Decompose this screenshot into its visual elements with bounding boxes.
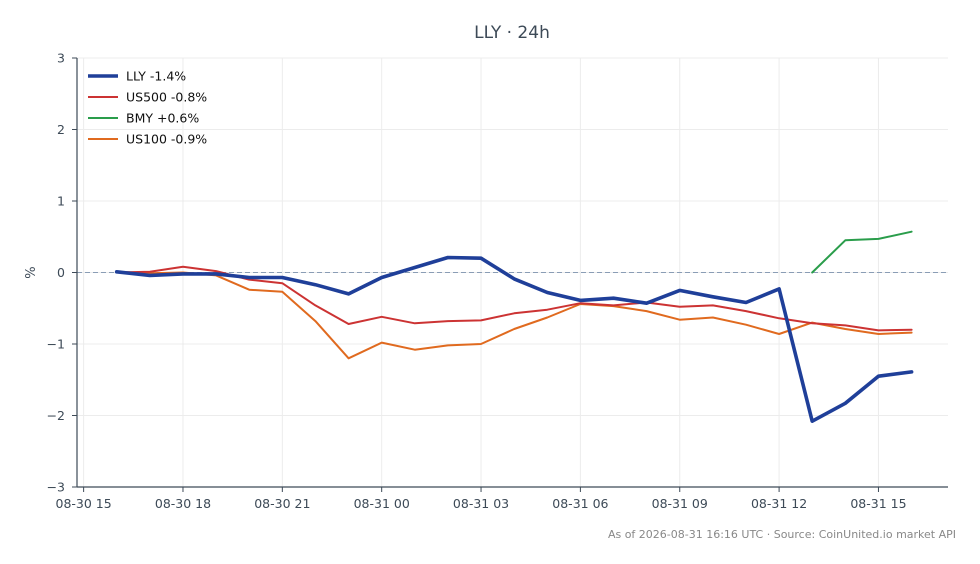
x-tick-label: 08-30 18 — [155, 496, 211, 511]
legend-label-1: US500 -0.8% — [126, 90, 207, 105]
x-tick-label: 08-31 12 — [751, 496, 807, 511]
series-group — [114, 230, 914, 424]
y-axis-label: % — [24, 266, 39, 278]
chart-title: LLY · 24h — [474, 23, 550, 43]
legend-label-3: US100 -0.9% — [126, 132, 207, 147]
series-line-1 — [115, 265, 913, 332]
y-tick-label: 2 — [57, 122, 65, 137]
x-tick-label: 08-31 00 — [354, 496, 410, 511]
legend-label-2: BMY +0.6% — [126, 111, 199, 126]
y-tick-label: 1 — [57, 194, 65, 209]
legend: LLY -1.4% US500 -0.8% BMY +0.6% US100 -0.9% — [88, 69, 207, 147]
y-tick-label: 3 — [57, 51, 65, 66]
series-line-0 — [114, 255, 914, 424]
footer-note: As of 2026-08-31 16:16 UTC · Source: Coi… — [608, 528, 956, 541]
x-tick-label: 08-31 09 — [652, 496, 708, 511]
x-tick-label: 08-31 15 — [850, 496, 906, 511]
y-tick-label: −2 — [47, 408, 65, 423]
series-line-3 — [115, 270, 913, 360]
y-tick-label: −3 — [47, 480, 65, 495]
series-line-2 — [811, 230, 913, 274]
x-tick-label: 08-31 03 — [453, 496, 509, 511]
x-tick-label: 08-30 21 — [254, 496, 310, 511]
x-tick-label: 08-30 15 — [56, 496, 112, 511]
x-tick-label: 08-31 06 — [552, 496, 608, 511]
legend-label-0: LLY -1.4% — [126, 69, 186, 84]
y-tick-label: 0 — [57, 265, 65, 280]
y-tick-label: −1 — [47, 337, 65, 352]
axes: −3 −2 −1 0 1 2 3 08-30 15 08-30 18 08-30 21 08-31 … — [47, 51, 948, 511]
